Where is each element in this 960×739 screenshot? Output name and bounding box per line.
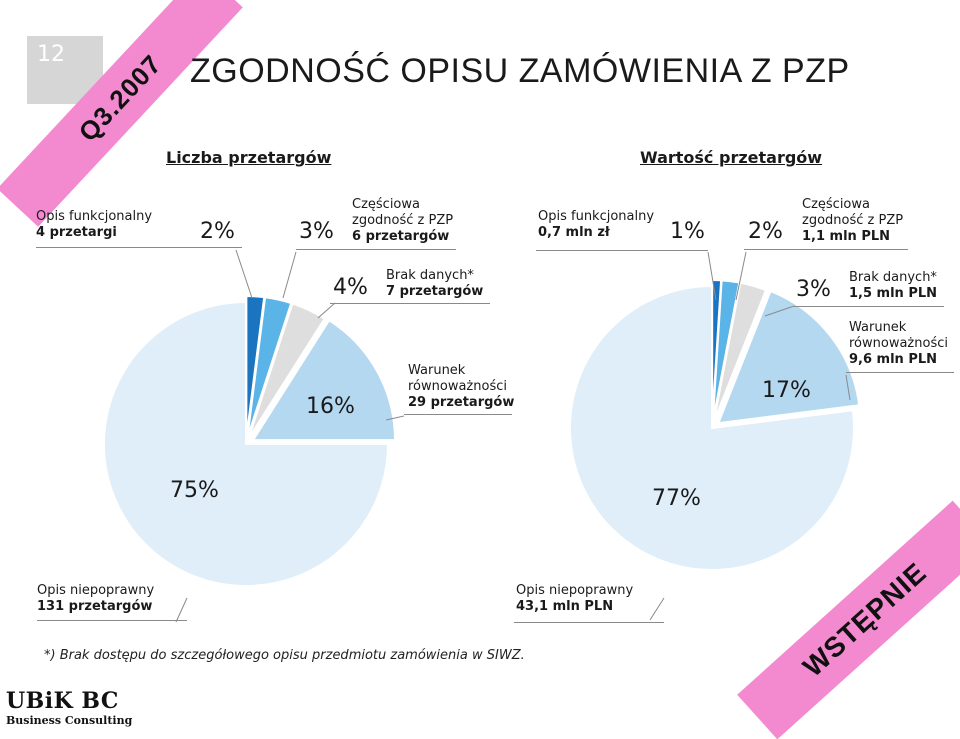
logo-name: UBiK BC: [6, 688, 119, 714]
leader-line: [175, 597, 188, 623]
pct-right-nodata: 3%: [796, 277, 831, 302]
label-right-equivalence: Warunek równoważności 9,6 mln PLN: [849, 320, 955, 368]
leader-underline: [846, 372, 954, 373]
label-category: Brak danych*: [386, 268, 474, 283]
pie-slice-left-1: [246, 296, 293, 439]
company-logo: UBiK BC Business Consulting: [6, 688, 132, 727]
pie-slice-right-3: [716, 289, 861, 425]
leader-line: [385, 415, 405, 421]
label-category: Brak danych*: [849, 270, 937, 285]
label-category: Warunek równoważności: [849, 320, 948, 351]
label-detail: 43,1 mln PLN: [516, 599, 614, 614]
leader-line: [845, 374, 851, 401]
label-category: Częściowa zgodność z PZP: [352, 197, 454, 228]
label-category: Opis niepoprawny: [37, 583, 155, 598]
label-right-nodata: Brak danych* 1,5 mln PLN: [849, 270, 937, 302]
leader-underline: [514, 622, 664, 623]
pie-slice-right-4: [569, 284, 855, 571]
leader-underline: [744, 249, 908, 250]
pie-slice-left-4: [103, 300, 390, 587]
leader-line: [649, 597, 665, 621]
pct-right-incorrect: 77%: [652, 486, 701, 511]
label-detail: 7 przetargów: [386, 284, 484, 299]
label-detail: 1,1 mln PLN: [802, 229, 891, 244]
label-detail: 29 przetargów: [408, 395, 515, 410]
pie-slice-left-2: [247, 302, 327, 440]
chart-title-right: Wartość przetargów: [640, 148, 823, 167]
label-left-incorrect: Opis niepoprawny 131 przetargów: [37, 583, 154, 615]
label-detail: 1,5 mln PLN: [849, 286, 938, 301]
pct-left-partial: 3%: [299, 219, 334, 244]
pct-left-functional: 2%: [200, 219, 235, 244]
pct-right-equivalence: 17%: [762, 378, 811, 403]
label-left-functional: Opis funkcjonalny 4 przetargi: [36, 209, 152, 241]
leader-underline: [37, 620, 187, 621]
pct-left-nodata: 4%: [333, 275, 368, 300]
label-left-nodata: Brak danych* 7 przetargów: [386, 268, 483, 300]
label-category: Częściowa zgodność z PZP: [802, 197, 904, 228]
pct-right-partial: 2%: [748, 219, 783, 244]
label-detail: 9,6 mln PLN: [849, 352, 938, 367]
logo-tagline: Business Consulting: [6, 714, 133, 727]
leader-line: [735, 251, 747, 301]
page-title: ZGODNOŚĆ OPISU ZAMÓWIENIA Z PZP: [190, 52, 850, 90]
leader-line: [317, 302, 336, 319]
leader-underline: [794, 306, 944, 307]
label-right-partial: Częściowa zgodność z PZP 1,1 mln PLN: [802, 197, 912, 245]
leader-underline: [296, 249, 456, 250]
leader-underline: [404, 414, 512, 415]
leader-underline: [330, 303, 490, 304]
label-left-equivalence: Warunek równoważności 29 przetargów: [408, 363, 518, 411]
label-category: Opis niepoprawny: [516, 583, 634, 598]
pct-right-functional: 1%: [670, 219, 705, 244]
leader-underline: [36, 247, 242, 248]
label-category: Warunek równoważności: [408, 363, 507, 394]
pct-left-incorrect: 75%: [170, 478, 219, 503]
footnote: *) Brak dostępu do szczegółowego opisu p…: [44, 648, 525, 663]
leader-line: [282, 251, 297, 299]
leader-line: [235, 249, 253, 299]
leader-line: [764, 305, 795, 317]
label-left-partial: Częściowa zgodność z PZP 6 przetargów: [352, 197, 462, 245]
leader-line: [707, 251, 717, 301]
chart-title-left: Liczba przetargów: [166, 148, 332, 167]
label-detail: 4 przetargi: [36, 225, 117, 240]
label-right-functional: Opis funkcjonalny 0,7 mln zł: [538, 209, 654, 241]
label-detail: 6 przetargów: [352, 229, 450, 244]
label-detail: 131 przetargów: [37, 599, 153, 614]
leader-underline: [536, 250, 708, 251]
label-right-incorrect: Opis niepoprawny 43,1 mln PLN: [516, 583, 633, 615]
label-category: Opis funkcjonalny: [36, 209, 153, 224]
pie-slice-right-2: [712, 281, 768, 423]
pie-slice-left-3: [251, 318, 397, 442]
label-category: Opis funkcjonalny: [538, 209, 655, 224]
label-detail: 0,7 mln zł: [538, 225, 610, 240]
pct-left-equivalence: 16%: [306, 394, 355, 419]
